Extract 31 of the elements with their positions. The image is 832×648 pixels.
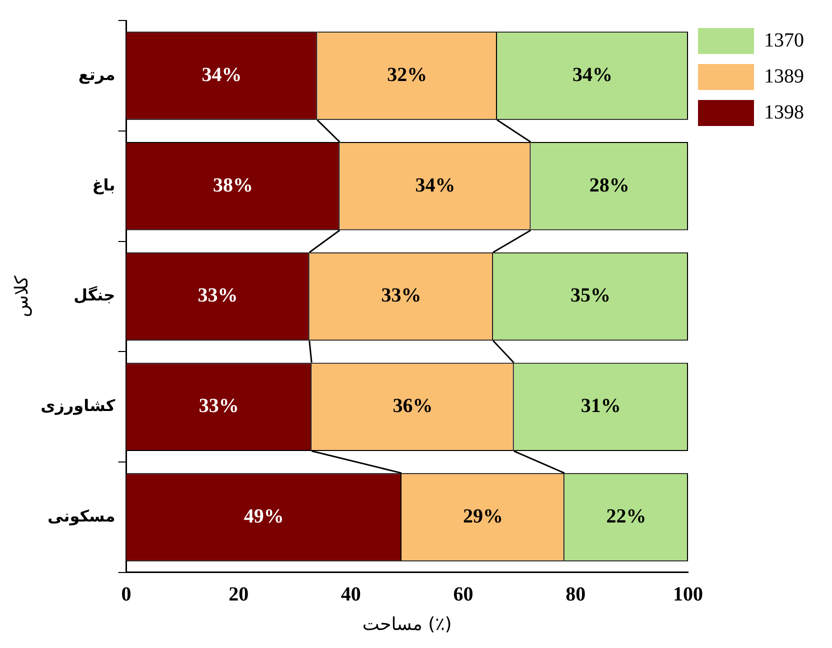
- y-tick-label: کشاورزی: [40, 396, 116, 416]
- y-tick-label: جنگل: [74, 286, 116, 305]
- text: 33%: [198, 395, 239, 418]
- text: 36%: [392, 395, 433, 418]
- text: 34%: [572, 64, 612, 86]
- text: 33%: [381, 284, 422, 307]
- text: 29%: [462, 505, 503, 528]
- y-axis-title: کلاس: [11, 275, 32, 318]
- x-tick-label: 100: [673, 584, 703, 606]
- x-tick-label: 40: [340, 584, 361, 606]
- x-axis-title: مساحت (٪): [362, 614, 452, 635]
- y-tick-label: باغ: [92, 175, 116, 194]
- text: 49%: [244, 505, 284, 528]
- text: 33%: [198, 284, 238, 307]
- x-tick-label: 0: [121, 584, 132, 606]
- text: 38%: [212, 174, 253, 196]
- text: 35%: [570, 284, 611, 307]
- y-tick-label: مسکونی: [48, 506, 116, 526]
- text: 34%: [202, 64, 242, 86]
- y-tick-label: مرتع: [78, 64, 116, 84]
- legend-label: 1398: [764, 101, 804, 124]
- text: 34%: [415, 174, 456, 196]
- text: 31%: [580, 395, 621, 418]
- legend-label: 1389: [764, 65, 804, 88]
- text: 22%: [606, 505, 646, 528]
- text: 32%: [387, 64, 428, 86]
- x-tick-label: 80: [566, 584, 586, 606]
- legend-label: 1370: [764, 29, 804, 52]
- text: 28%: [589, 174, 630, 196]
- x-tick-label: 60: [453, 584, 474, 606]
- x-tick-label: 20: [228, 584, 249, 606]
